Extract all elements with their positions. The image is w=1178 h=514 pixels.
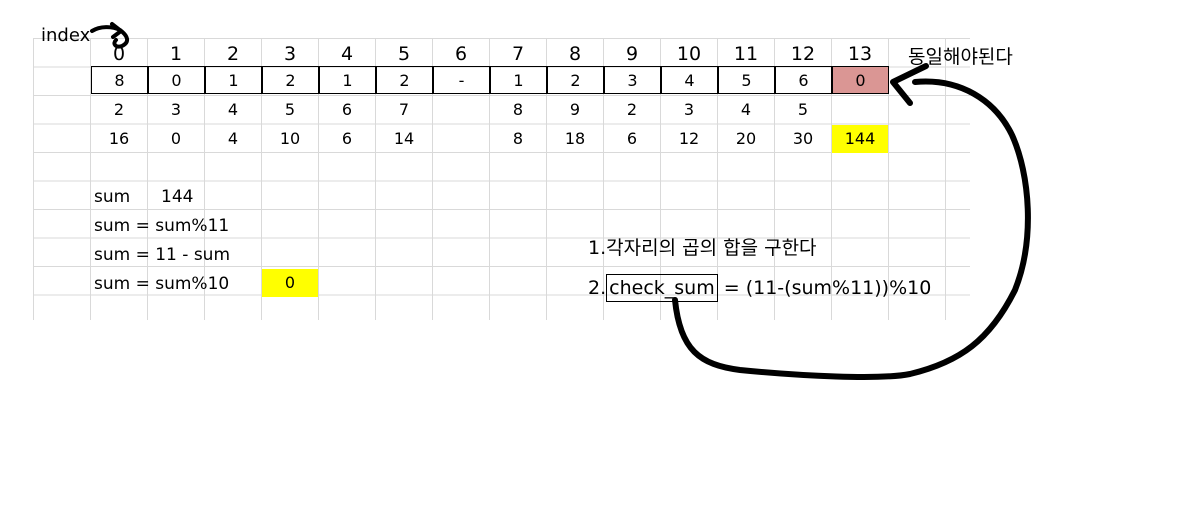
product-cell-11: 20	[735, 129, 757, 148]
step-1-text: 1.각자리의 곱의 합을 구한다	[588, 237, 817, 259]
index-header-13: 13	[847, 43, 873, 65]
loop-arrow-icon	[672, 78, 1031, 380]
product-cell-9: 6	[626, 129, 638, 148]
weight-cell-9: 2	[626, 100, 638, 119]
step-2-formula: = (11-(sum%11))%10	[717, 277, 932, 299]
product-cell-7: 8	[512, 129, 524, 148]
product-cell-1: 0	[170, 129, 182, 148]
index-header-4: 4	[340, 43, 354, 65]
index-header-0: 0	[112, 43, 126, 65]
product-cell-5: 14	[393, 129, 415, 148]
weight-cell-11: 4	[740, 100, 752, 119]
index-header-3: 3	[283, 43, 297, 65]
step-2-prefix: 2.	[588, 277, 607, 299]
weight-cell-8: 9	[569, 100, 581, 119]
index-header-6: 6	[454, 43, 468, 65]
index-header-9: 9	[625, 43, 639, 65]
loop-arrowhead-icon	[890, 63, 929, 106]
weight-cell-0: 2	[113, 100, 125, 119]
sum-value: 144	[161, 187, 194, 207]
final-result-cell: 0	[262, 269, 318, 297]
product-cell-4: 6	[341, 129, 353, 148]
weight-cell-2: 4	[227, 100, 239, 119]
weight-cell-10: 3	[683, 100, 695, 119]
step-2-text: 2. check_sum = (11-(sum%11))%10	[588, 274, 931, 302]
weight-cell-1: 3	[170, 100, 182, 119]
weight-cell-12: 5	[797, 100, 809, 119]
index-header-12: 12	[790, 43, 816, 65]
same-note: 동일해야된다	[908, 46, 1013, 68]
digit-cell-8: 2	[547, 66, 604, 94]
digit-cell-1: 0	[148, 66, 205, 94]
index-header-10: 10	[676, 43, 702, 65]
index-header-5: 5	[397, 43, 411, 65]
product-cell-0: 16	[108, 129, 130, 148]
index-header-2: 2	[226, 43, 240, 65]
digit-cell-9: 3	[604, 66, 661, 94]
index-header-11: 11	[733, 43, 759, 65]
digit-cell-11: 5	[718, 66, 775, 94]
product-cell-10: 12	[678, 129, 700, 148]
weight-cell-4: 6	[341, 100, 353, 119]
sum-mod11-line: sum = sum%11	[94, 216, 230, 236]
index-arrow-icon	[90, 22, 129, 49]
index-header-7: 7	[511, 43, 525, 65]
index-header-8: 8	[568, 43, 582, 65]
spreadsheet-grid	[33, 38, 970, 320]
digit-cell-12: 6	[775, 66, 832, 94]
product-cell-13: 144	[832, 125, 888, 153]
product-cell-12: 30	[792, 129, 814, 148]
index-label: index	[41, 25, 91, 46]
digit-cell-7: 1	[490, 66, 547, 94]
digit-cell-6: -	[433, 66, 490, 94]
digit-cell-13: 0	[832, 66, 889, 94]
product-cell-3: 10	[279, 129, 301, 148]
digit-cell-0: 8	[91, 66, 148, 94]
weight-cell-5: 7	[398, 100, 410, 119]
product-cell-8: 18	[564, 129, 586, 148]
sum-11minus-line: sum = 11 - sum	[94, 245, 231, 265]
sum-label: sum	[94, 187, 131, 207]
weight-cell-3: 5	[284, 100, 296, 119]
digit-cell-4: 1	[319, 66, 376, 94]
check-sum-box: check_sum	[606, 274, 718, 302]
digit-cell-3: 2	[262, 66, 319, 94]
sum-mod10-line: sum = sum%10	[94, 274, 230, 294]
product-cell-2: 4	[227, 129, 239, 148]
digit-cell-2: 1	[205, 66, 262, 94]
index-header-1: 1	[169, 43, 183, 65]
digit-cell-5: 2	[376, 66, 433, 94]
digit-cell-10: 4	[661, 66, 718, 94]
weight-cell-7: 8	[512, 100, 524, 119]
